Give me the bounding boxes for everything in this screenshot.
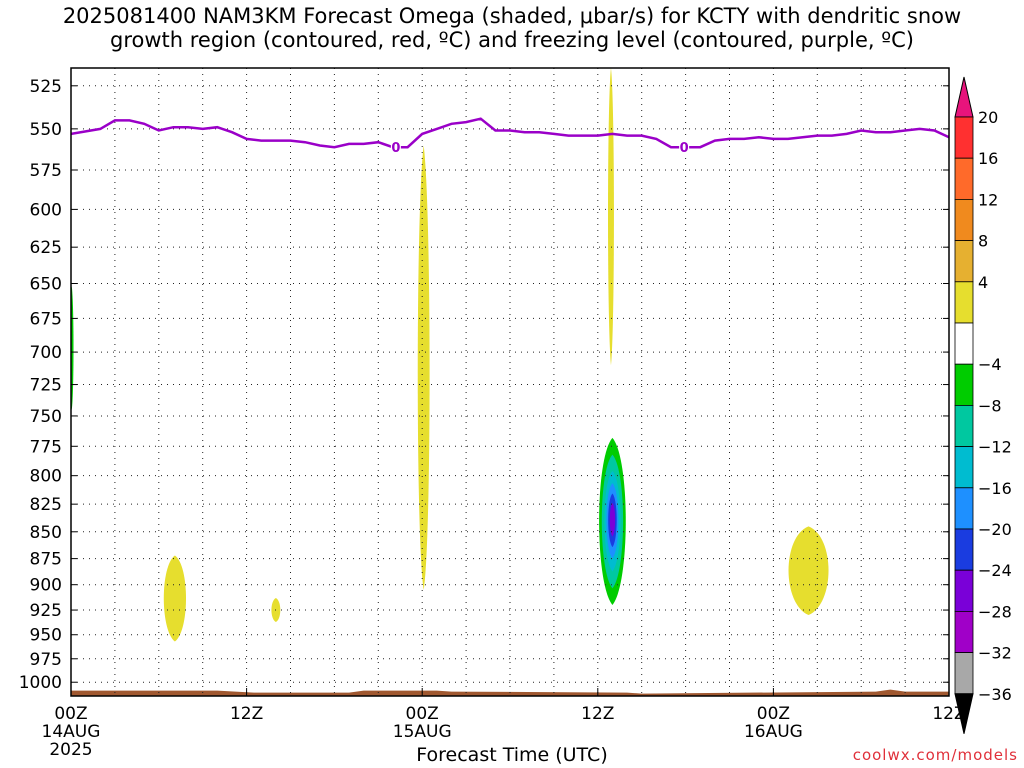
colorbar-segment-1 bbox=[954, 157, 974, 200]
chart-title: 2025081400 NAM3KM Forecast Omega (shaded… bbox=[0, 4, 1024, 52]
freezing-level-label: 0 bbox=[391, 141, 400, 156]
x-tick-label: 12Z bbox=[230, 704, 263, 724]
x-tick-date: 16AUG bbox=[744, 722, 803, 742]
y-tick-label: 750 bbox=[30, 407, 62, 427]
y-tick-label: 625 bbox=[30, 238, 62, 258]
freezing-label-bg-0 bbox=[390, 139, 401, 154]
x-tick-label: 00Z bbox=[406, 704, 439, 724]
y-tick-label: 975 bbox=[30, 650, 62, 670]
x-tick-label: 00Z bbox=[757, 704, 790, 724]
colorbar-bottom-triangle bbox=[954, 693, 974, 734]
plot-frame bbox=[70, 67, 950, 697]
y-tick-label: 900 bbox=[30, 576, 62, 596]
y-tick-label: 1000 bbox=[19, 673, 62, 693]
colorbar-label: −24 bbox=[978, 561, 1012, 580]
colorbar-segment-0 bbox=[954, 116, 974, 159]
title-line-2: growth region (contoured, red, ºC) and f… bbox=[110, 28, 914, 52]
colorbar-segment-9 bbox=[954, 487, 974, 530]
y-tick-label: 950 bbox=[30, 626, 62, 646]
colorbar-label: 12 bbox=[978, 190, 998, 209]
colorbar-label: 20 bbox=[978, 108, 998, 127]
x-tick-date: 14AUG bbox=[42, 722, 101, 742]
colorbar-label: −12 bbox=[978, 438, 1012, 457]
colorbar-segment-3 bbox=[954, 240, 974, 283]
x-axis-label: Forecast Time (UTC) bbox=[416, 744, 608, 766]
freezing-label-bg-1 bbox=[679, 139, 690, 154]
colorbar-label: 8 bbox=[978, 232, 988, 251]
colorbar-label: −36 bbox=[978, 685, 1012, 704]
colorbar-segment-6 bbox=[954, 363, 974, 406]
colorbar-label: −20 bbox=[978, 520, 1012, 539]
omega-core-level-5 bbox=[609, 503, 616, 537]
colorbar-segment-2 bbox=[954, 198, 974, 241]
y-tick-label: 775 bbox=[30, 437, 62, 457]
x-tick-label: 12Z bbox=[581, 704, 614, 724]
y-tick-label: 825 bbox=[30, 495, 62, 515]
colorbar-label: −8 bbox=[978, 396, 1002, 415]
colorbar-label: −28 bbox=[978, 602, 1012, 621]
colorbar-segment-11 bbox=[954, 569, 974, 612]
colorbar-segment-4 bbox=[954, 281, 974, 324]
colorbar-segment-13 bbox=[954, 652, 974, 695]
colorbar-top-triangle bbox=[954, 76, 974, 118]
colorbar-segment-7 bbox=[954, 404, 974, 447]
x-tick-label: 00Z bbox=[54, 704, 87, 724]
y-tick-label: 575 bbox=[30, 161, 62, 181]
y-tick-label: 675 bbox=[30, 309, 62, 329]
colorbar-label: −4 bbox=[978, 355, 1002, 374]
y-tick-label: 650 bbox=[30, 274, 62, 294]
y-tick-label: 550 bbox=[30, 120, 62, 140]
colorbar-segment-8 bbox=[954, 446, 974, 489]
y-tick-label: 525 bbox=[30, 77, 62, 97]
y-tick-label: 700 bbox=[30, 343, 62, 363]
omega-region-r6 bbox=[788, 526, 829, 616]
y-tick-label: 725 bbox=[30, 376, 62, 396]
x-tick-year: 2025 bbox=[49, 740, 92, 760]
omega-region-r4 bbox=[417, 145, 430, 590]
credit-text: coolwx.com/models bbox=[852, 746, 1018, 764]
colorbar-label: −16 bbox=[978, 479, 1012, 498]
title-line-1: 2025081400 NAM3KM Forecast Omega (shaded… bbox=[62, 4, 962, 28]
y-tick-label: 800 bbox=[30, 467, 62, 487]
y-tick-label: 875 bbox=[30, 550, 62, 570]
colorbar-segment-12 bbox=[954, 611, 974, 654]
colorbar-label: −32 bbox=[978, 644, 1012, 663]
y-tick-label: 600 bbox=[30, 200, 62, 220]
freezing-level-line bbox=[71, 117, 949, 149]
x-tick-date: 15AUG bbox=[393, 722, 452, 742]
freezing-level-label: 0 bbox=[680, 141, 689, 156]
omega-region-r5 bbox=[608, 68, 614, 366]
colorbar-label: 4 bbox=[978, 273, 988, 292]
x-tick-label: 12Z bbox=[932, 704, 965, 724]
y-tick-label: 850 bbox=[30, 523, 62, 543]
colorbar-segment-5 bbox=[954, 322, 974, 365]
colorbar-segment-10 bbox=[954, 528, 974, 571]
colorbar-label: 16 bbox=[978, 149, 998, 168]
omega-region-r2 bbox=[163, 555, 187, 642]
y-tick-label: 925 bbox=[30, 601, 62, 621]
